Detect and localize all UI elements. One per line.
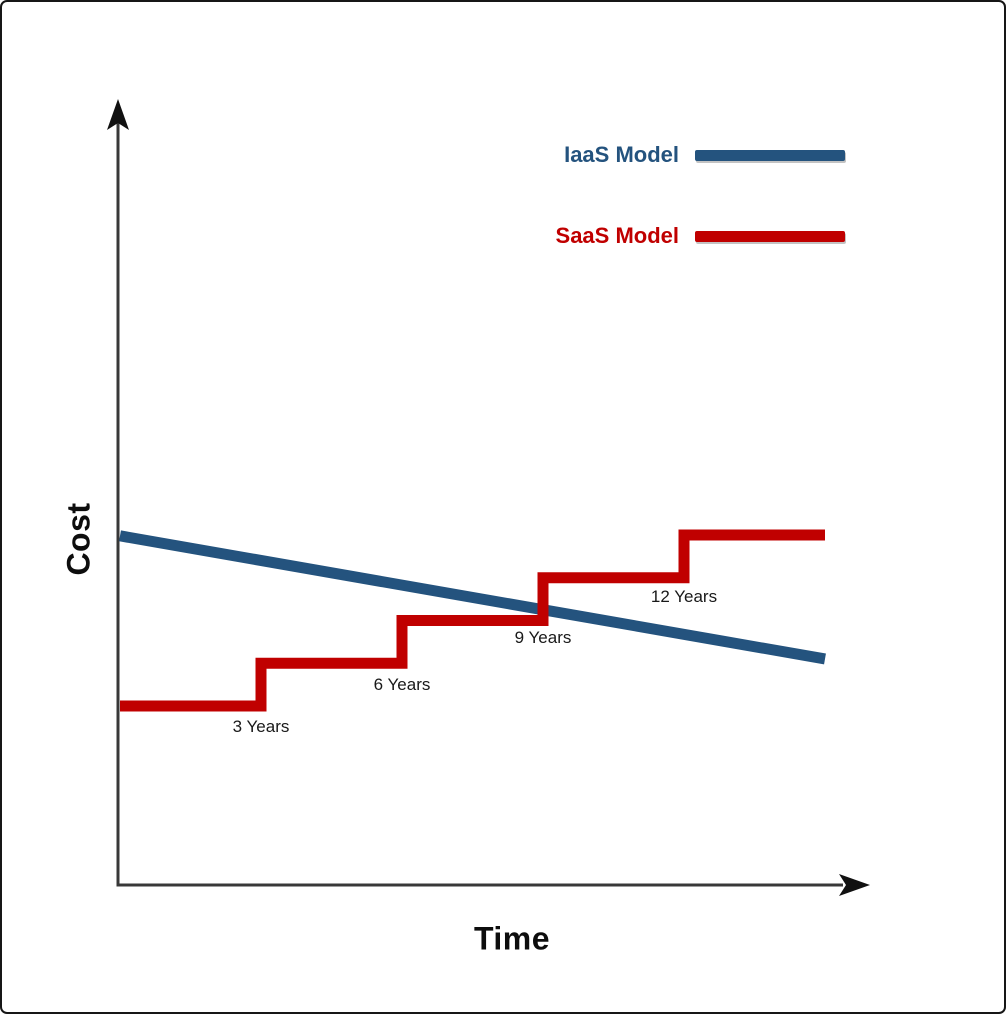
step-label-12-years: 12 Years [650,586,718,606]
x-axis-arrow-icon [839,874,870,896]
step-label-9-years: 9 Years [514,628,572,648]
step-label-3-years: 3 Years [232,716,290,736]
step-label-6-years: 6 Years [373,675,431,695]
series-line-saas [120,529,825,712]
y-axis-label: Cost [60,502,97,576]
y-axis-arrow-icon [107,99,129,130]
series-line-iaas [119,530,826,665]
x-axis-label: Time [473,920,551,957]
